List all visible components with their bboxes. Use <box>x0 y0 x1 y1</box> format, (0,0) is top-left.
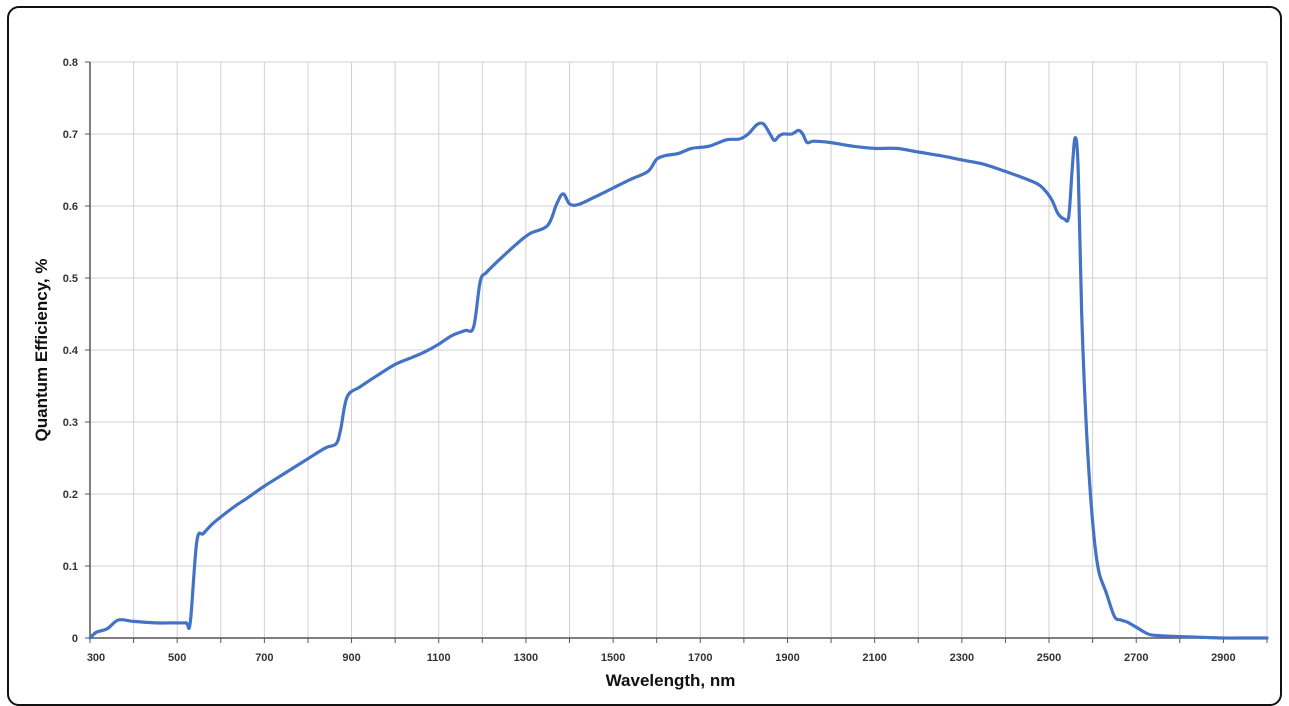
x-tick-label: 500 <box>168 652 186 664</box>
x-tick-label: 1700 <box>688 652 712 664</box>
x-axis-title: Wavelength, nm <box>606 671 736 690</box>
x-tick-label: 700 <box>255 652 273 664</box>
x-tick-label: 2300 <box>950 652 974 664</box>
x-tick-label: 1100 <box>427 652 451 664</box>
y-tick-label: 0.3 <box>63 417 78 429</box>
y-tick-labels: 0 0.1 0.2 0.3 0.4 0.5 0.6 0.7 0.8 <box>63 57 90 645</box>
y-tick-label: 0.4 <box>63 345 79 357</box>
y-tick-label: 0.7 <box>63 129 78 141</box>
series <box>88 121 1269 640</box>
y-tick-label: 0 <box>72 633 78 645</box>
y-tick-label: 0.5 <box>63 273 78 285</box>
x-tick-label: 2100 <box>862 652 886 664</box>
y-tick-label: 0.2 <box>63 489 78 501</box>
x-tick-label: 2700 <box>1124 652 1148 664</box>
x-tick-label: 1900 <box>775 652 799 664</box>
x-tick-label: 2500 <box>1037 652 1061 664</box>
grid <box>90 61 1268 638</box>
x-tick-label: 2900 <box>1211 652 1235 664</box>
x-tick-label: 1500 <box>601 652 625 664</box>
series-line <box>88 121 1269 640</box>
chart-frame <box>7 6 1282 706</box>
x-tick-label: 900 <box>342 652 360 664</box>
x-tick-label: 300 <box>87 652 105 664</box>
y-tick-label: 0.6 <box>63 201 78 213</box>
x-tick-labels: 300 500 700 900 1100 1300 1500 1700 1900 2100 2300… <box>87 638 1268 664</box>
y-tick-label: 0.8 <box>63 57 78 69</box>
y-tick-label: 0.1 <box>63 561 78 573</box>
y-axis-title: Quantum Efficiency, % <box>32 259 51 442</box>
x-tick-label: 1300 <box>514 652 538 664</box>
